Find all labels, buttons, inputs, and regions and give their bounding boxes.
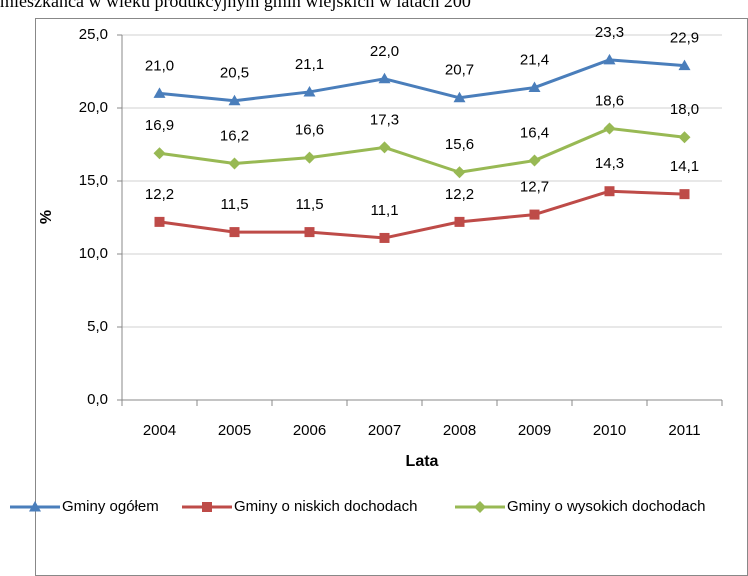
data-label: 12,2 <box>145 186 174 203</box>
marker <box>29 501 41 512</box>
data-label: 23,3 <box>595 24 624 41</box>
marker <box>153 147 166 160</box>
x-tick-label: 2006 <box>293 422 326 439</box>
y-tick-label: 20,0 <box>79 99 108 116</box>
x-axis-label: Lata <box>406 453 439 470</box>
data-label: 16,4 <box>520 125 549 142</box>
marker <box>154 216 165 227</box>
legend-label: Gminy o niskich dochodach <box>234 498 417 515</box>
data-label: 14,3 <box>595 155 624 172</box>
marker <box>228 94 241 106</box>
data-label: 15,6 <box>445 136 474 153</box>
data-label: 14,1 <box>670 158 699 175</box>
x-tick-label: 2005 <box>218 422 251 439</box>
x-tick-label: 2004 <box>143 422 176 439</box>
marker <box>528 154 541 167</box>
marker <box>303 151 316 164</box>
chart-frame <box>35 18 748 576</box>
y-tick-label: 25,0 <box>79 26 108 43</box>
marker <box>453 166 466 179</box>
marker <box>202 502 212 512</box>
y-tick-label: 0,0 <box>87 391 108 408</box>
marker <box>378 141 391 154</box>
data-label: 11,5 <box>295 196 323 213</box>
marker <box>229 227 240 238</box>
marker <box>378 72 391 84</box>
marker <box>379 232 390 243</box>
y-axis-label: % <box>38 210 55 224</box>
data-label: 18,0 <box>670 101 699 118</box>
marker <box>153 87 166 98</box>
data-label: 12,7 <box>520 179 549 196</box>
x-tick-label: 2008 <box>443 422 476 439</box>
marker <box>604 186 615 197</box>
data-label: 21,1 <box>295 56 324 73</box>
data-label: 21,4 <box>520 52 549 69</box>
y-tick-label: 5,0 <box>87 318 108 335</box>
marker <box>678 59 691 71</box>
data-label: 11,5 <box>220 196 248 213</box>
legend-label: Gminy o wysokich dochodach <box>507 498 705 515</box>
legend-label: Gminy ogółem <box>62 498 159 515</box>
marker <box>603 53 616 65</box>
marker <box>678 131 691 144</box>
y-tick-label: 15,0 <box>79 172 108 189</box>
marker <box>529 209 540 220</box>
marker <box>454 216 465 227</box>
marker <box>304 227 315 238</box>
x-tick-label: 2010 <box>593 422 626 439</box>
data-label: 16,6 <box>295 122 324 139</box>
data-label: 22,9 <box>670 30 699 47</box>
data-label: 11,1 <box>370 202 398 219</box>
marker <box>453 91 466 103</box>
data-label: 20,7 <box>445 62 474 79</box>
data-label: 16,2 <box>220 127 249 144</box>
data-label: 21,0 <box>145 57 174 74</box>
data-label: 17,3 <box>370 111 399 128</box>
x-tick-label: 2009 <box>518 422 551 439</box>
data-label: 16,9 <box>145 117 174 134</box>
data-label: 12,2 <box>445 186 474 203</box>
marker <box>528 81 541 93</box>
marker <box>228 157 241 170</box>
marker <box>303 85 316 97</box>
series-line <box>159 126 685 174</box>
marker <box>679 189 690 200</box>
series-line <box>159 58 685 103</box>
marker <box>603 122 616 135</box>
data-label: 18,6 <box>595 92 624 109</box>
x-tick-label: 2007 <box>368 422 401 439</box>
marker <box>474 501 486 513</box>
series-line <box>159 189 685 240</box>
x-tick-label: 2011 <box>668 422 700 439</box>
data-label: 22,0 <box>370 43 399 60</box>
data-label: 20,5 <box>220 65 249 82</box>
chart-title: mieszkańca w wieku produkcyjnym gmin wie… <box>0 0 471 11</box>
y-tick-label: 10,0 <box>79 245 108 262</box>
